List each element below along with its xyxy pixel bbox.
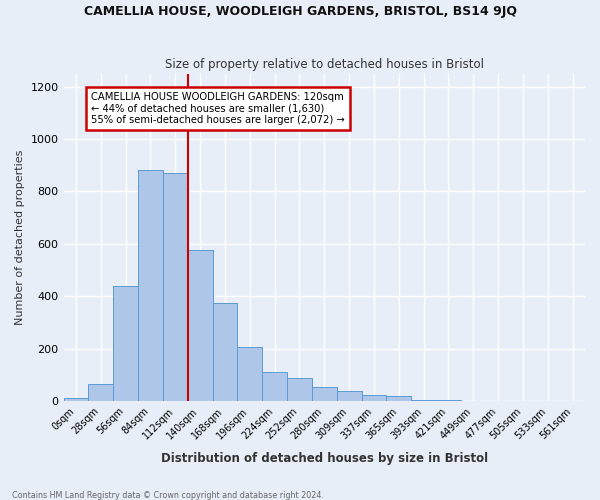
Bar: [461, 400, 485, 401]
Bar: [312, 386, 337, 401]
Bar: [262, 372, 287, 401]
Bar: [287, 378, 312, 401]
X-axis label: Distribution of detached houses by size in Bristol: Distribution of detached houses by size …: [161, 452, 488, 465]
Text: CAMELLIA HOUSE WOODLEIGH GARDENS: 120sqm
← 44% of detached houses are smaller (1: CAMELLIA HOUSE WOODLEIGH GARDENS: 120sqm…: [91, 92, 344, 125]
Bar: [163, 173, 188, 401]
Title: Size of property relative to detached houses in Bristol: Size of property relative to detached ho…: [165, 58, 484, 71]
Bar: [138, 170, 163, 401]
Text: CAMELLIA HOUSE, WOODLEIGH GARDENS, BRISTOL, BS14 9JQ: CAMELLIA HOUSE, WOODLEIGH GARDENS, BRIST…: [83, 5, 517, 18]
Bar: [411, 400, 436, 401]
Bar: [188, 250, 212, 401]
Bar: [362, 396, 386, 401]
Y-axis label: Number of detached properties: Number of detached properties: [15, 150, 25, 325]
Bar: [238, 348, 262, 401]
Bar: [64, 398, 88, 401]
Bar: [212, 303, 238, 401]
Bar: [113, 286, 138, 401]
Text: Contains HM Land Registry data © Crown copyright and database right 2024.: Contains HM Land Registry data © Crown c…: [12, 490, 324, 500]
Bar: [386, 396, 411, 401]
Bar: [337, 390, 362, 401]
Bar: [436, 400, 461, 401]
Bar: [88, 384, 113, 401]
